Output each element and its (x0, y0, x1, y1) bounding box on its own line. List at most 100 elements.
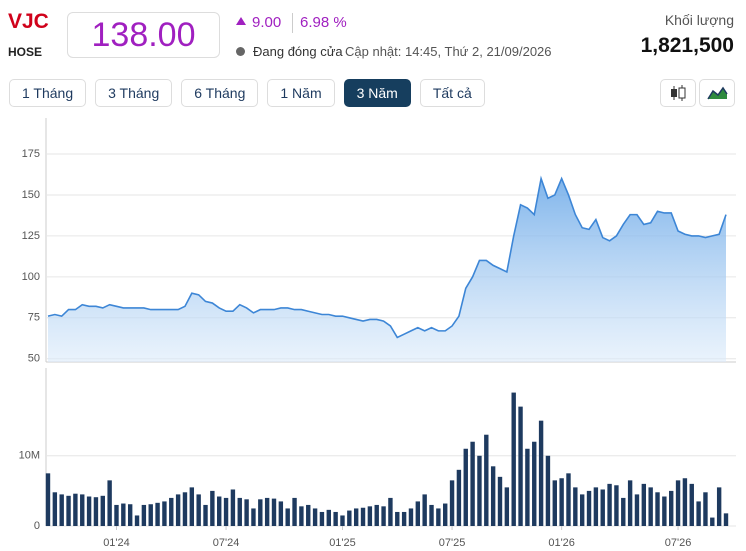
volume-bar (203, 504, 208, 526)
volume-bar (415, 501, 421, 526)
range-button[interactable]: 1 Năm (267, 79, 335, 107)
range-button[interactable]: 6 Tháng (181, 79, 259, 107)
volume-bar (162, 501, 167, 526)
volume-bar (326, 509, 331, 526)
volume-bar (169, 497, 174, 526)
range-buttons: 1 Tháng 3 Tháng 6 Tháng 1 Năm 3 Năm Tất cả (9, 79, 485, 107)
volume-bar (703, 492, 708, 526)
volume-bar (299, 506, 304, 526)
x-tick-label: 07'26 (665, 537, 692, 549)
symbol: VJC (8, 10, 49, 33)
range-button[interactable]: Tất cả (419, 79, 485, 107)
status: Đang đóng cửa (253, 44, 343, 59)
volume-bar (52, 492, 58, 526)
volume-bar (148, 504, 153, 526)
volume-bar (710, 517, 715, 526)
y-tick-label: 150 (22, 189, 40, 201)
up-arrow (236, 17, 246, 25)
volume-bar (251, 508, 256, 526)
volume-bar (477, 455, 482, 526)
volume-bar (470, 441, 475, 526)
exchange: HOSE (8, 45, 43, 59)
change: 9.00 (252, 14, 282, 31)
volume-bar (422, 494, 427, 526)
volume-bar (573, 487, 578, 526)
volume-bar (182, 492, 188, 526)
volume-bar (121, 503, 126, 526)
volume-bar (655, 492, 660, 526)
volume-bar (449, 480, 455, 526)
y-tick-label: 0 (34, 520, 40, 532)
volume-bar (634, 494, 640, 526)
volume-bar (353, 508, 359, 526)
volume-bar (59, 494, 64, 526)
volume-bar (374, 504, 379, 526)
volume-bar (552, 480, 557, 526)
volume-bar (490, 466, 496, 526)
x-tick-label: 01'25 (329, 537, 356, 549)
volume-bar (429, 504, 434, 526)
y-tick-label: 175 (22, 148, 40, 160)
volume-bar (175, 494, 181, 526)
volume-label: Khối lượng (664, 12, 734, 28)
volume-bar (669, 490, 674, 526)
area-toggle[interactable] (699, 79, 735, 107)
range-button[interactable]: 3 Năm (343, 79, 411, 107)
volume-bar (73, 493, 78, 526)
volume-bar (627, 480, 633, 526)
candle-toggle[interactable] (660, 79, 696, 107)
volume-bar (675, 480, 681, 526)
range-button[interactable]: 1 Tháng (9, 79, 87, 107)
volume-bar (306, 504, 311, 526)
volume-bar (443, 503, 448, 526)
volume-bar (271, 498, 277, 526)
volume-bar (504, 487, 510, 526)
volume-bar (538, 420, 544, 526)
volume-bar (217, 496, 222, 526)
y-tick-label: 50 (28, 353, 40, 365)
volume-bar (484, 434, 489, 526)
volume-bar (381, 506, 386, 526)
volume-bar (682, 478, 688, 526)
volume-bar (360, 507, 366, 526)
volume-bar (388, 497, 393, 526)
volume-bar (114, 504, 119, 526)
volume-bar (319, 511, 325, 526)
volume-bar (86, 496, 92, 526)
volume-bar (134, 515, 140, 526)
volume-bar (689, 483, 694, 526)
volume-bar (497, 476, 503, 526)
volume-bar (312, 508, 318, 526)
volume-bar (244, 499, 249, 526)
volume-bar (607, 483, 612, 526)
volume-bar (586, 490, 592, 526)
volume-bar (436, 508, 441, 526)
volume-bar (80, 494, 85, 526)
volume-bar (45, 473, 51, 526)
x-tick-label: 07'25 (439, 537, 466, 549)
volume-bar (463, 448, 468, 526)
range-button[interactable]: 3 Tháng (95, 79, 173, 107)
y-tick-label: 10M (19, 450, 40, 462)
volume-bar (189, 487, 195, 526)
volume-bar (518, 406, 523, 526)
volume-bar (66, 495, 71, 526)
volume-bar (559, 478, 564, 526)
volume-bar (401, 511, 407, 526)
volume-bar (340, 515, 345, 526)
volume-bar (155, 502, 160, 526)
status-dot (236, 47, 245, 56)
volume-bar (716, 487, 722, 526)
y-tick-label: 100 (22, 271, 40, 283)
volume-bar (367, 506, 373, 526)
volume-bar (223, 497, 229, 526)
volume-bar (545, 455, 551, 526)
volume-bar (511, 392, 516, 526)
volume-bar (210, 490, 215, 526)
area-icon (707, 86, 728, 100)
volume-bar (292, 497, 297, 526)
x-tick-label: 01'24 (103, 537, 130, 549)
volume-bar (230, 489, 236, 526)
volume-bar (347, 510, 352, 526)
